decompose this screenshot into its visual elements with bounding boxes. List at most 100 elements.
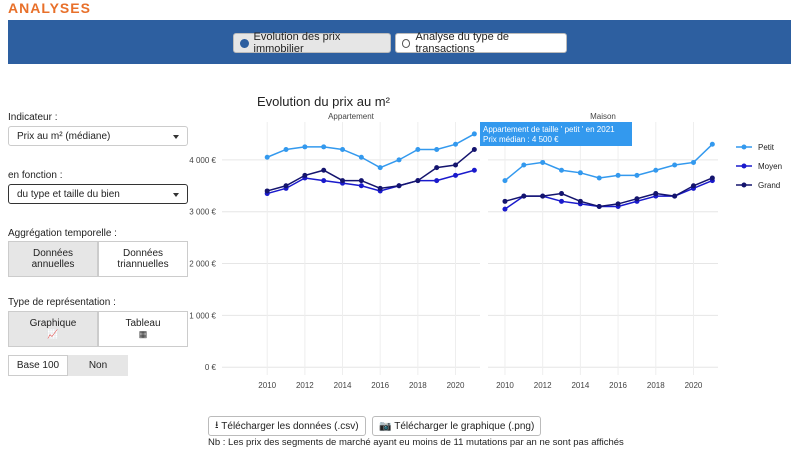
point [283,183,289,189]
x-tick-label: 2016 [609,381,627,390]
point [302,172,308,178]
point [521,193,527,199]
tooltip-text: Prix médian : 4 500 € [483,135,559,144]
x-tick-label: 2012 [296,381,314,390]
tab[interactable]: Evolution des prix immobilier [233,31,391,55]
point [434,178,440,184]
point [690,183,696,189]
panel-title: Maison [590,112,616,121]
point [453,162,459,168]
point [377,185,383,191]
point [521,162,527,168]
panel-title: Appartement [328,112,375,121]
legend-label: Grand [758,181,780,190]
y-tick-label: 3 000 € [189,208,216,217]
point [653,167,659,173]
toggle[interactable]: Graphique 📈 [8,311,98,347]
point [502,198,508,204]
legend-label: Moyen [758,162,782,171]
toggle[interactable]: Base 100 [8,355,68,376]
tab-label: Evolution des prix immobilier [253,31,341,55]
tab-label: Analyse du type de transactions [415,31,510,55]
x-tick-label: 2014 [571,381,589,390]
point [471,146,477,152]
toggle-label: Données annuelles [31,248,75,270]
point [559,191,565,197]
x-tick-label: 2020 [447,381,465,390]
point [615,172,621,178]
toggle-label: Graphique [29,318,77,329]
point [672,193,678,199]
point [453,141,459,147]
legend-swatch [741,182,747,188]
point [302,144,308,150]
point [709,175,715,181]
legend-swatch [741,163,747,169]
y-tick-label: 1 000 € [189,311,216,320]
point [453,172,459,178]
note: Nb : Les prix des segments de marché aya… [208,437,624,448]
x-tick-label: 2010 [258,381,276,390]
toggle[interactable]: Tableau ▦ [98,311,188,347]
point [358,178,364,184]
legend-swatch [741,144,747,150]
point [596,175,602,181]
point [596,204,602,210]
point [471,131,477,137]
app-title: ANALYSES [8,0,91,16]
point [502,206,508,212]
line [266,169,475,195]
point [321,167,327,173]
x-tick-label: 2020 [685,381,703,390]
select-value: Prix au m² (médiane) [17,130,111,142]
point [615,201,621,207]
label: en fonction : [8,170,63,181]
x-tick-label: 2012 [534,381,552,390]
y-tick-label: 0 € [205,363,217,372]
point [471,167,477,173]
chart: Evolution du prix au m² Appartement 0 € 1 0… [189,94,782,390]
x-tick-label: 2014 [334,381,352,390]
point [358,183,364,189]
download-button[interactable]: ⭳ Télécharger les données (.csv) [208,416,366,436]
point [264,154,270,160]
tooltip-text: Appartement de taille ' petit ' en 2021 [483,125,615,134]
point [559,198,565,204]
point [396,183,402,189]
tooltip [480,122,632,146]
point [672,162,678,168]
select-value: du type et taille du bien [17,188,120,200]
point [540,193,546,199]
toggle-label: Base 100 [16,360,60,371]
toggle[interactable]: Données triannuelles [98,241,188,277]
point [577,198,583,204]
x-tick-label: 2018 [647,381,665,390]
point [321,144,327,150]
toggle[interactable]: Non [68,355,128,376]
point [634,196,640,202]
point [709,141,715,147]
label: Indicateur : [8,112,58,123]
select[interactable]: du type et taille du bien [8,184,188,204]
point [321,178,327,184]
toggle[interactable]: Données annuelles [8,241,98,277]
toggle-label: Non [88,360,108,371]
download-button[interactable]: 📷 Télécharger le graphique (.png) [372,416,542,436]
point [653,191,659,197]
point [434,165,440,171]
point [434,146,440,152]
point [264,188,270,194]
legend-label: Petit [758,143,775,152]
line [266,133,475,169]
point [415,178,421,184]
point [415,146,421,152]
line [266,148,475,192]
tab[interactable]: Analyse du type de transactions [395,31,567,55]
x-tick-label: 2010 [496,381,514,390]
y-tick-label: 2 000 € [189,260,216,269]
point [634,172,640,178]
select[interactable]: Prix au m² (médiane) [8,126,188,146]
point [377,165,383,171]
point [577,170,583,176]
x-tick-label: 2016 [371,381,389,390]
